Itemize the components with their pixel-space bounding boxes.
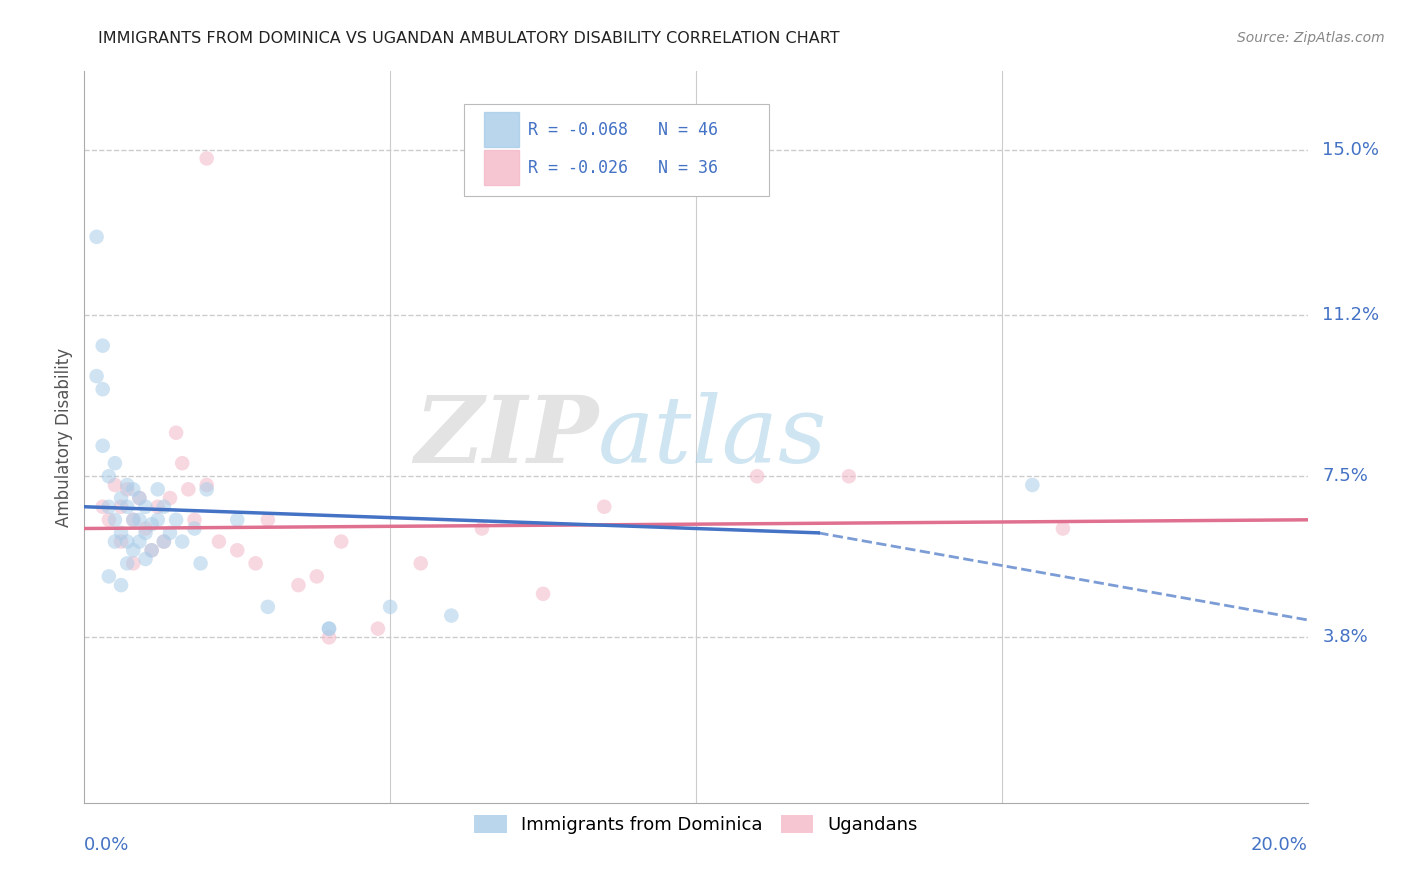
- Point: [135, 500, 157, 514]
- Bar: [484, 151, 519, 186]
- Point: [110, 500, 132, 514]
- Point: [91, 439, 114, 453]
- Point: [115, 534, 138, 549]
- Point: [86, 229, 108, 244]
- Point: [159, 491, 181, 505]
- Text: R = -0.068   N = 46: R = -0.068 N = 46: [529, 121, 718, 139]
- Point: [208, 534, 231, 549]
- Point: [91, 500, 114, 514]
- Point: [135, 552, 157, 566]
- Point: [305, 569, 328, 583]
- Point: [110, 534, 132, 549]
- Bar: [484, 112, 519, 147]
- Point: [471, 521, 494, 535]
- Text: 11.2%: 11.2%: [1322, 306, 1379, 324]
- Point: [122, 513, 145, 527]
- Point: [257, 513, 280, 527]
- Point: [159, 525, 181, 540]
- Point: [115, 557, 138, 571]
- Point: [153, 534, 176, 549]
- Point: [153, 534, 176, 549]
- Point: [440, 608, 463, 623]
- Point: [104, 456, 127, 470]
- Point: [367, 622, 389, 636]
- Point: [747, 469, 769, 483]
- Point: [135, 521, 157, 535]
- Point: [115, 478, 138, 492]
- Text: atlas: atlas: [598, 392, 828, 482]
- Point: [146, 483, 169, 497]
- Point: [97, 469, 120, 483]
- Point: [135, 525, 157, 540]
- Point: [110, 491, 132, 505]
- Point: [1021, 478, 1043, 492]
- Text: IMMIGRANTS FROM DOMINICA VS UGANDAN AMBULATORY DISABILITY CORRELATION CHART: IMMIGRANTS FROM DOMINICA VS UGANDAN AMBU…: [98, 31, 839, 46]
- Point: [226, 513, 249, 527]
- Point: [122, 483, 145, 497]
- Point: [128, 534, 150, 549]
- Point: [183, 513, 205, 527]
- Point: [153, 500, 176, 514]
- Point: [122, 557, 145, 571]
- Point: [1052, 521, 1074, 535]
- Point: [380, 599, 402, 614]
- Point: [226, 543, 249, 558]
- Point: [141, 543, 163, 558]
- Point: [195, 483, 218, 497]
- Point: [257, 599, 280, 614]
- Point: [97, 569, 120, 583]
- Text: R = -0.026   N = 36: R = -0.026 N = 36: [529, 159, 718, 177]
- Text: 3.8%: 3.8%: [1322, 628, 1368, 647]
- Point: [838, 469, 860, 483]
- Text: 15.0%: 15.0%: [1322, 141, 1379, 159]
- Point: [104, 534, 127, 549]
- Text: 0.0%: 0.0%: [84, 836, 129, 854]
- Point: [110, 578, 132, 592]
- Text: 20.0%: 20.0%: [1251, 836, 1308, 854]
- Point: [91, 339, 114, 353]
- Point: [195, 478, 218, 492]
- Point: [97, 500, 120, 514]
- FancyBboxPatch shape: [464, 104, 769, 195]
- Point: [190, 557, 212, 571]
- Point: [115, 483, 138, 497]
- Point: [146, 500, 169, 514]
- Point: [195, 152, 218, 166]
- Point: [110, 525, 132, 540]
- Point: [86, 369, 108, 384]
- Point: [330, 534, 353, 549]
- Point: [593, 500, 616, 514]
- Point: [104, 513, 127, 527]
- Point: [115, 500, 138, 514]
- Legend: Immigrants from Dominica, Ugandans: Immigrants from Dominica, Ugandans: [467, 807, 925, 841]
- Point: [177, 483, 200, 497]
- Point: [141, 543, 163, 558]
- Point: [104, 478, 127, 492]
- Y-axis label: Ambulatory Disability: Ambulatory Disability: [55, 348, 73, 526]
- Point: [318, 631, 340, 645]
- Point: [245, 557, 267, 571]
- Point: [91, 382, 114, 396]
- Point: [409, 557, 432, 571]
- Text: ZIP: ZIP: [413, 392, 598, 482]
- Point: [141, 517, 163, 532]
- Point: [318, 622, 340, 636]
- Point: [128, 491, 150, 505]
- Point: [172, 456, 194, 470]
- Point: [128, 513, 150, 527]
- Text: Source: ZipAtlas.com: Source: ZipAtlas.com: [1237, 31, 1385, 45]
- Point: [122, 543, 145, 558]
- Point: [97, 513, 120, 527]
- Point: [128, 491, 150, 505]
- Point: [172, 534, 194, 549]
- Point: [165, 513, 187, 527]
- Point: [122, 513, 145, 527]
- Point: [146, 513, 169, 527]
- Point: [318, 622, 340, 636]
- Point: [183, 521, 205, 535]
- Point: [531, 587, 554, 601]
- Text: 7.5%: 7.5%: [1322, 467, 1368, 485]
- Point: [165, 425, 187, 440]
- Point: [287, 578, 309, 592]
